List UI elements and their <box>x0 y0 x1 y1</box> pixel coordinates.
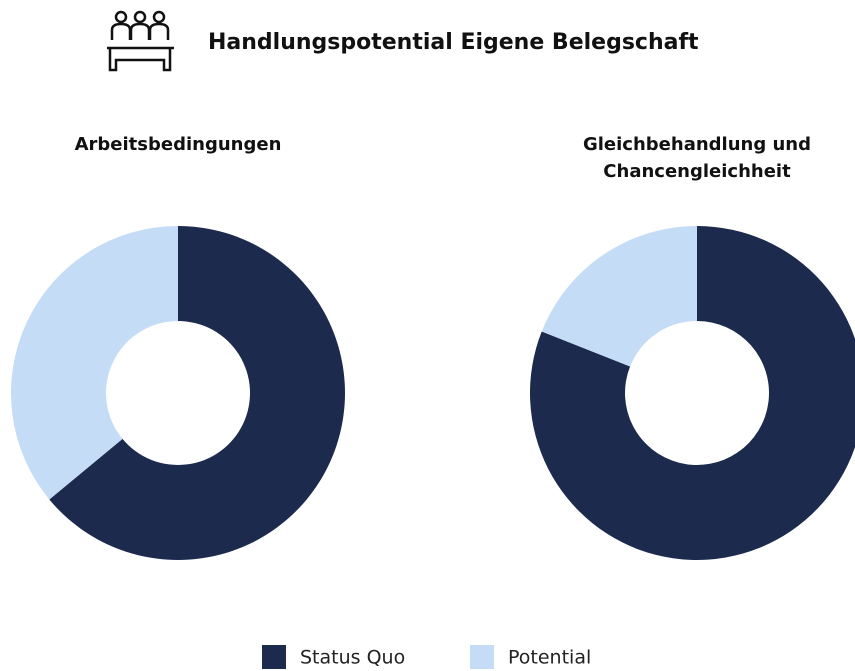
donut-segment <box>541 226 697 367</box>
legend-swatch <box>470 645 494 669</box>
donut-segment <box>11 226 179 500</box>
legend-label: Potential <box>508 647 591 669</box>
chart-title: Arbeitsbedingungen <box>74 134 282 155</box>
page-title: Handlungspotential Eigene Belegschaft <box>208 30 699 55</box>
chart-title: Gleichbehandlung und Chancengleichheit <box>582 134 812 182</box>
legend-swatch <box>262 645 286 669</box>
legend-label: Status Quo <box>300 647 405 669</box>
donut-segment <box>49 226 346 561</box>
icon <box>107 10 174 72</box>
donut-segment <box>530 226 855 560</box>
